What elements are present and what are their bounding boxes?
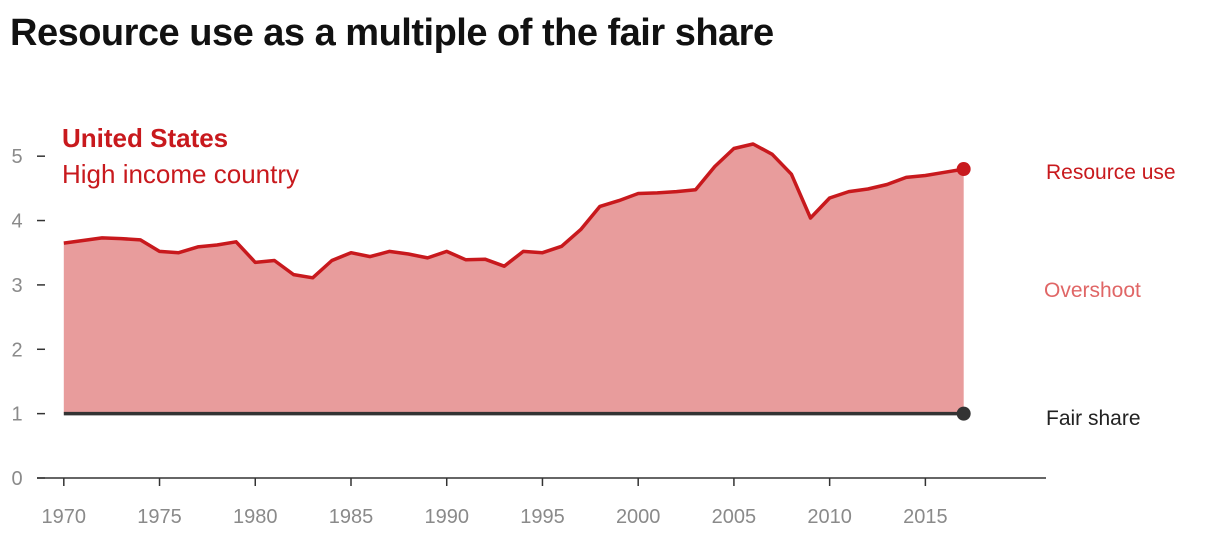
x-tick-label: 2010 — [807, 506, 852, 528]
y-tick-label: 4 — [11, 211, 22, 233]
overshoot-area — [63, 144, 964, 414]
resource-use-line — [63, 142, 964, 280]
fair-share-end-marker — [956, 406, 971, 421]
y-tick-label: 1 — [11, 404, 22, 426]
overshoot-label: Overshoot — [1044, 279, 1141, 302]
y-tick-label: 0 — [11, 468, 22, 490]
resource-use-label: Resource use — [1046, 161, 1176, 184]
income-group-label: High income country — [62, 159, 299, 189]
x-tick-label: 2015 — [903, 506, 948, 528]
y-axis-ticks: 0 1 2 3 4 5 — [11, 146, 45, 490]
x-tick-label: 1970 — [42, 506, 87, 528]
y-tick-label: 3 — [11, 275, 22, 297]
x-tick-label: 1980 — [233, 506, 278, 528]
x-tick-label: 2000 — [616, 506, 661, 528]
x-axis-ticks: 1970 1975 1980 1985 1990 1995 2000 2005 2010 2015 — [42, 478, 948, 528]
fair-share-label: Fair share — [1046, 407, 1141, 430]
y-tick-label: 5 — [11, 146, 22, 168]
x-tick-label: 1985 — [329, 506, 374, 528]
country-label: United States — [62, 123, 228, 153]
y-tick-label: 2 — [11, 339, 22, 361]
x-tick-label: 1990 — [424, 506, 469, 528]
resource-use-end-marker — [956, 162, 971, 177]
x-tick-label: 1975 — [137, 506, 182, 528]
x-tick-label: 1995 — [520, 506, 565, 528]
x-tick-label: 2005 — [712, 506, 757, 528]
chart-title: Resource use as a multiple of the fair s… — [10, 12, 774, 54]
